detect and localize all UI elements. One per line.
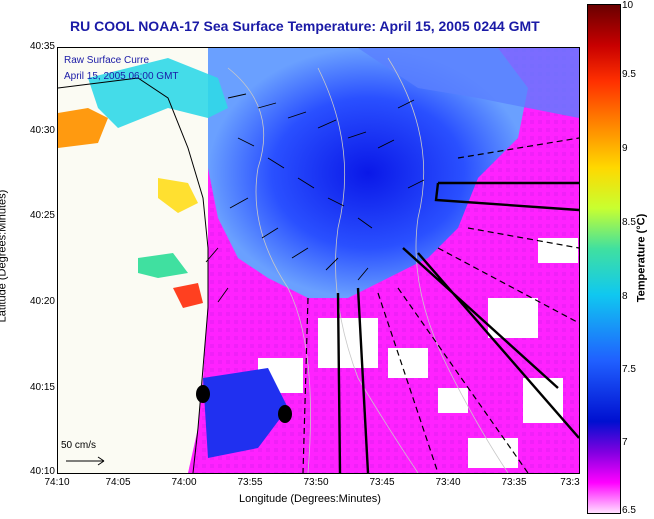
y-tick-label: 40:20 [29, 296, 55, 307]
x-tick-label: 73:50 [303, 477, 329, 488]
y-tick-label: 40:30 [29, 125, 55, 136]
colorbar-tick: 8 [622, 291, 628, 302]
y-tick-label: 40:15 [29, 382, 55, 393]
station-marker [278, 405, 292, 423]
x-axis-title: Longitude (Degrees:Minutes) [239, 493, 381, 505]
colorbar-tick: 6.5 [622, 505, 636, 516]
scale-arrowhead [97, 456, 105, 466]
cold-water-north [358, 48, 579, 118]
transect-dashed-lines [302, 137, 579, 473]
x-tick-label: 73:40 [435, 477, 461, 488]
colorbar-tick: 9.5 [622, 69, 636, 80]
colorbar-tick: 7.5 [622, 364, 636, 375]
transect-lines [336, 181, 579, 473]
cold-water [208, 48, 528, 298]
warm-coastal-water [58, 108, 108, 148]
y-tick-label: 40:35 [29, 41, 55, 52]
y-tick-label: 40:25 [29, 210, 55, 221]
bathymetry-contours [227, 57, 509, 473]
colorbar-tick: 10 [622, 0, 634, 11]
warm-bay [173, 283, 203, 308]
teal-bay [138, 253, 188, 278]
scale-label: 50 cm/s [61, 440, 97, 451]
map-title: RU COOL NOAA-17 Sea Surface Temperature:… [70, 18, 540, 34]
colorbar-tick: 9 [622, 143, 628, 154]
x-tick-label: 73:35 [501, 477, 527, 488]
x-tick-label: 74:10 [44, 477, 70, 488]
legend-line-1: Raw Surface Curre [64, 55, 150, 66]
station-marker [196, 385, 210, 403]
x-tick-label: 74:05 [105, 477, 131, 488]
x-tick-label: 73:3 [560, 477, 580, 488]
warm-inlet [158, 178, 198, 213]
colorbar-tick: 7 [622, 437, 628, 448]
sst-map [57, 47, 580, 474]
x-tick-label: 73:45 [369, 477, 395, 488]
legend-line-2: April 15, 2005 06:00 GMT [64, 71, 179, 82]
temperature-colorbar [587, 4, 621, 514]
y-axis-title: Latitude (Degrees:Minutes) [0, 189, 9, 323]
x-tick-label: 74:00 [171, 477, 197, 488]
x-tick-label: 73:55 [237, 477, 263, 488]
cold-water-south [203, 368, 288, 458]
current-vectors [205, 93, 425, 303]
colorbar-tick: 8.5 [622, 217, 636, 228]
colorbar-title: Temperature (°C) [635, 213, 648, 303]
sst-map-canvas [58, 48, 579, 473]
coastal-band [88, 58, 228, 128]
y-tick-label: 40:10 [29, 466, 55, 477]
